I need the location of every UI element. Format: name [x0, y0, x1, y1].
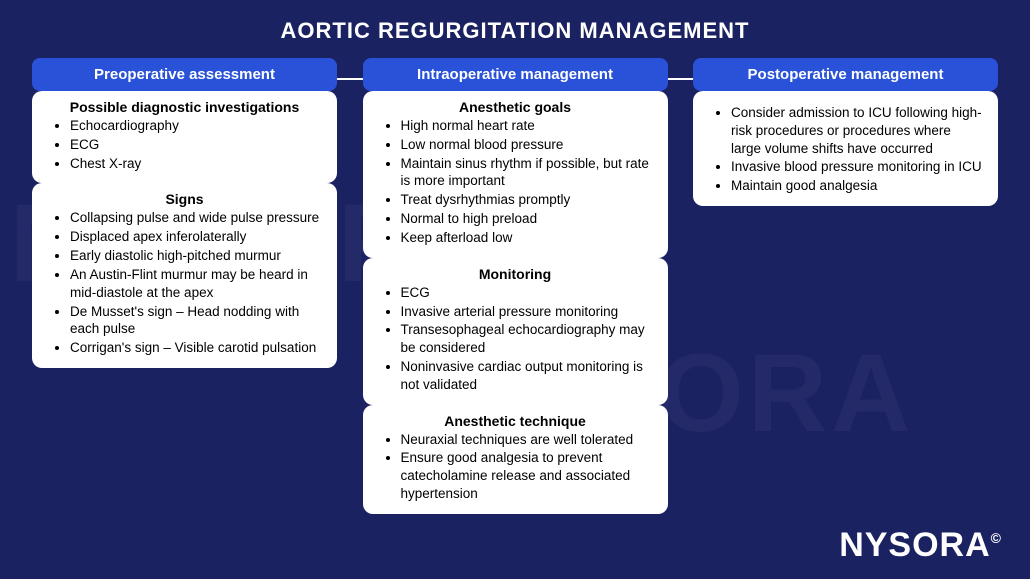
column-intraoperative: Intraoperative management Anesthetic goa…: [363, 58, 668, 514]
list-item: Transesophageal echocardiography may be …: [401, 321, 654, 357]
list-item: Invasive arterial pressure monitoring: [401, 303, 654, 321]
list-item: Normal to high preload: [401, 210, 654, 228]
card-anesthetic-technique: Anesthetic technique Neuraxial technique…: [363, 405, 668, 514]
list-item: De Musset's sign – Head nodding with eac…: [70, 303, 323, 339]
card-monitoring: Monitoring ECG Invasive arterial pressur…: [363, 258, 668, 405]
card-title: Possible diagnostic investigations: [46, 99, 323, 115]
list-item: Early diastolic high-pitched murmur: [70, 247, 323, 265]
card-anesthetic-goals: Anesthetic goals High normal heart rate …: [363, 91, 668, 258]
list-item: ECG: [401, 284, 654, 302]
brand-text: NYSORA: [839, 526, 990, 564]
list-item: Displaced apex inferolaterally: [70, 228, 323, 246]
list-item: An Austin-Flint murmur may be heard in m…: [70, 266, 323, 302]
card-list: Consider admission to ICU following high…: [707, 104, 984, 195]
card-title: Monitoring: [377, 266, 654, 282]
list-item: Invasive blood pressure monitoring in IC…: [731, 158, 984, 176]
brand-sup: ©: [991, 530, 1002, 546]
header-postoperative: Postoperative management: [693, 58, 998, 91]
column-preoperative: Preoperative assessment Possible diagnos…: [32, 58, 337, 514]
column-postoperative: Postoperative management Consider admiss…: [693, 58, 998, 514]
columns-container: Preoperative assessment Possible diagnos…: [0, 58, 1030, 514]
list-item: Consider admission to ICU following high…: [731, 104, 984, 157]
brand-logo: NYSORA©: [839, 526, 1002, 565]
card-title: Anesthetic technique: [377, 413, 654, 429]
list-item: Maintain good analgesia: [731, 177, 984, 195]
list-item: Maintain sinus rhythm if possible, but r…: [401, 155, 654, 191]
card-title: Signs: [46, 191, 323, 207]
card-list: Neuraxial techniques are well tolerated …: [377, 431, 654, 503]
card-postop: Consider admission to ICU following high…: [693, 91, 998, 206]
card-diagnostics: Possible diagnostic investigations Echoc…: [32, 91, 337, 183]
list-item: Chest X-ray: [70, 155, 323, 173]
header-intraoperative: Intraoperative management: [363, 58, 668, 91]
list-item: High normal heart rate: [401, 117, 654, 135]
list-item: Noninvasive cardiac output monitoring is…: [401, 358, 654, 394]
card-list: Collapsing pulse and wide pulse pressure…: [46, 209, 323, 357]
card-title: Anesthetic goals: [377, 99, 654, 115]
list-item: Echocardiography: [70, 117, 323, 135]
list-item: ECG: [70, 136, 323, 154]
list-item: Ensure good analgesia to prevent catecho…: [401, 449, 654, 502]
header-preoperative: Preoperative assessment: [32, 58, 337, 91]
card-signs: Signs Collapsing pulse and wide pulse pr…: [32, 183, 337, 368]
card-list: High normal heart rate Low normal blood …: [377, 117, 654, 247]
list-item: Neuraxial techniques are well tolerated: [401, 431, 654, 449]
card-list: ECG Invasive arterial pressure monitorin…: [377, 284, 654, 394]
list-item: Low normal blood pressure: [401, 136, 654, 154]
card-list: Echocardiography ECG Chest X-ray: [46, 117, 323, 172]
page-title: AORTIC REGURGITATION MANAGEMENT: [0, 0, 1030, 58]
list-item: Treat dysrhythmias promptly: [401, 191, 654, 209]
list-item: Collapsing pulse and wide pulse pressure: [70, 209, 323, 227]
list-item: Keep afterload low: [401, 229, 654, 247]
list-item: Corrigan's sign – Visible carotid pulsat…: [70, 339, 323, 357]
